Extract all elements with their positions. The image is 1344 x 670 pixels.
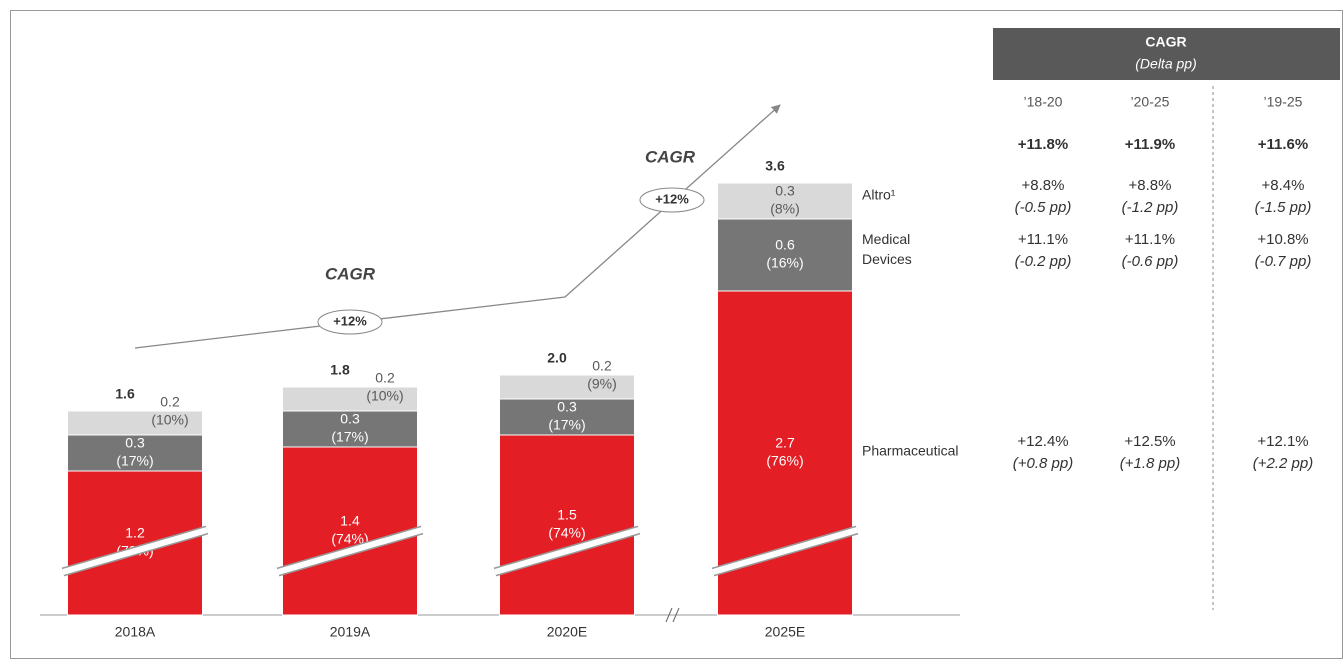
table-value: +11.9% bbox=[1125, 136, 1175, 153]
bar-segment bbox=[717, 218, 853, 292]
table-delta: (-0.5 pp) bbox=[1015, 199, 1072, 216]
bar-segment bbox=[282, 446, 418, 616]
legend-label: Medical Devices bbox=[862, 231, 912, 267]
bar-segment bbox=[717, 182, 853, 220]
value-label: 0.3 bbox=[557, 399, 577, 415]
annotation-title: CAGR bbox=[325, 264, 376, 283]
annotation-title: CAGR bbox=[645, 147, 696, 166]
value-label: 0.2 bbox=[592, 358, 612, 374]
total-label: 2.0 bbox=[547, 350, 567, 366]
legend-label: Altro¹ bbox=[862, 187, 896, 203]
share-label: (17%) bbox=[116, 453, 153, 469]
total-label: 3.6 bbox=[765, 158, 785, 174]
total-label: 1.8 bbox=[330, 362, 350, 378]
bar-segment bbox=[499, 398, 635, 436]
value-label: 2.7 bbox=[775, 435, 795, 451]
table-value: +11.1% bbox=[1125, 231, 1175, 248]
annotation-label: +12% bbox=[333, 313, 367, 328]
value-label: 0.6 bbox=[775, 237, 795, 253]
annotation-label: +12% bbox=[655, 191, 689, 206]
table-delta: (+2.2 pp) bbox=[1253, 455, 1313, 472]
table-delta: (+1.8 pp) bbox=[1120, 455, 1180, 472]
annotation-bubble bbox=[639, 187, 705, 213]
share-label: (17%) bbox=[331, 429, 368, 445]
table-value: +10.8% bbox=[1257, 231, 1308, 248]
table-value: +11.6% bbox=[1258, 136, 1308, 153]
table-delta: (-0.2 pp) bbox=[1015, 253, 1072, 270]
bar-segment bbox=[67, 434, 203, 472]
share-label: (74%) bbox=[548, 525, 585, 541]
share-label: (76%) bbox=[766, 453, 803, 469]
bar-segment bbox=[67, 410, 203, 436]
table-header bbox=[993, 28, 1340, 80]
table-title: CAGR bbox=[1145, 34, 1186, 50]
table-delta: (+0.8 pp) bbox=[1013, 455, 1073, 472]
share-label: (10%) bbox=[366, 388, 403, 404]
value-label: 0.2 bbox=[375, 370, 395, 386]
bar-segment bbox=[499, 374, 635, 400]
axis-break bbox=[665, 607, 673, 623]
table-value: +11.1% bbox=[1018, 231, 1068, 248]
share-label: (8%) bbox=[770, 201, 800, 217]
column-header: ’18-20 bbox=[1024, 94, 1063, 110]
table-value: +12.5% bbox=[1124, 433, 1175, 450]
bar-segment bbox=[282, 386, 418, 412]
table-value: +8.8% bbox=[1129, 177, 1172, 194]
value-label: 1.2 bbox=[125, 525, 145, 541]
break-mark bbox=[62, 527, 208, 575]
break-mark bbox=[277, 527, 423, 575]
x-tick-label: 2020E bbox=[547, 624, 587, 640]
bar-segment bbox=[67, 470, 203, 616]
table-subtitle: (Delta pp) bbox=[1135, 56, 1196, 72]
table-value: +11.8% bbox=[1018, 136, 1068, 153]
value-label: 0.2 bbox=[160, 394, 180, 410]
x-tick-label: 2025E bbox=[765, 624, 805, 640]
table-value: +12.1% bbox=[1257, 433, 1308, 450]
table-value: +8.8% bbox=[1022, 177, 1065, 194]
total-label: 1.6 bbox=[115, 386, 135, 402]
break-mark bbox=[494, 527, 640, 575]
table-value: +8.4% bbox=[1262, 177, 1305, 194]
bar-segment bbox=[282, 410, 418, 448]
annotation-bubble bbox=[317, 309, 383, 335]
share-label: (17%) bbox=[548, 417, 585, 433]
column-header: ’20-25 bbox=[1131, 94, 1170, 110]
share-label: (74%) bbox=[331, 531, 368, 547]
table-delta: (-0.6 pp) bbox=[1122, 253, 1179, 270]
value-label: 1.5 bbox=[557, 507, 577, 523]
share-label: (16%) bbox=[766, 255, 803, 271]
column-header: ’19-25 bbox=[1264, 94, 1303, 110]
table-delta: (-0.7 pp) bbox=[1255, 253, 1312, 270]
cagr-arrow bbox=[134, 104, 781, 349]
x-tick-label: 2019A bbox=[330, 624, 371, 640]
table-value: +12.4% bbox=[1017, 433, 1068, 450]
value-label: 1.4 bbox=[340, 513, 360, 529]
break-mark bbox=[712, 527, 858, 575]
axis-break bbox=[672, 607, 680, 623]
value-label: 0.3 bbox=[775, 183, 795, 199]
table-delta: (-1.5 pp) bbox=[1255, 199, 1312, 216]
value-label: 0.3 bbox=[125, 435, 145, 451]
legend-label: Pharmaceutical bbox=[862, 443, 959, 459]
value-label: 0.3 bbox=[340, 411, 360, 427]
x-tick-label: 2018A bbox=[115, 624, 156, 640]
share-label: (9%) bbox=[587, 376, 617, 392]
table-delta: (-1.2 pp) bbox=[1122, 199, 1179, 216]
share-label: (10%) bbox=[151, 412, 188, 428]
frame bbox=[10, 10, 1343, 659]
